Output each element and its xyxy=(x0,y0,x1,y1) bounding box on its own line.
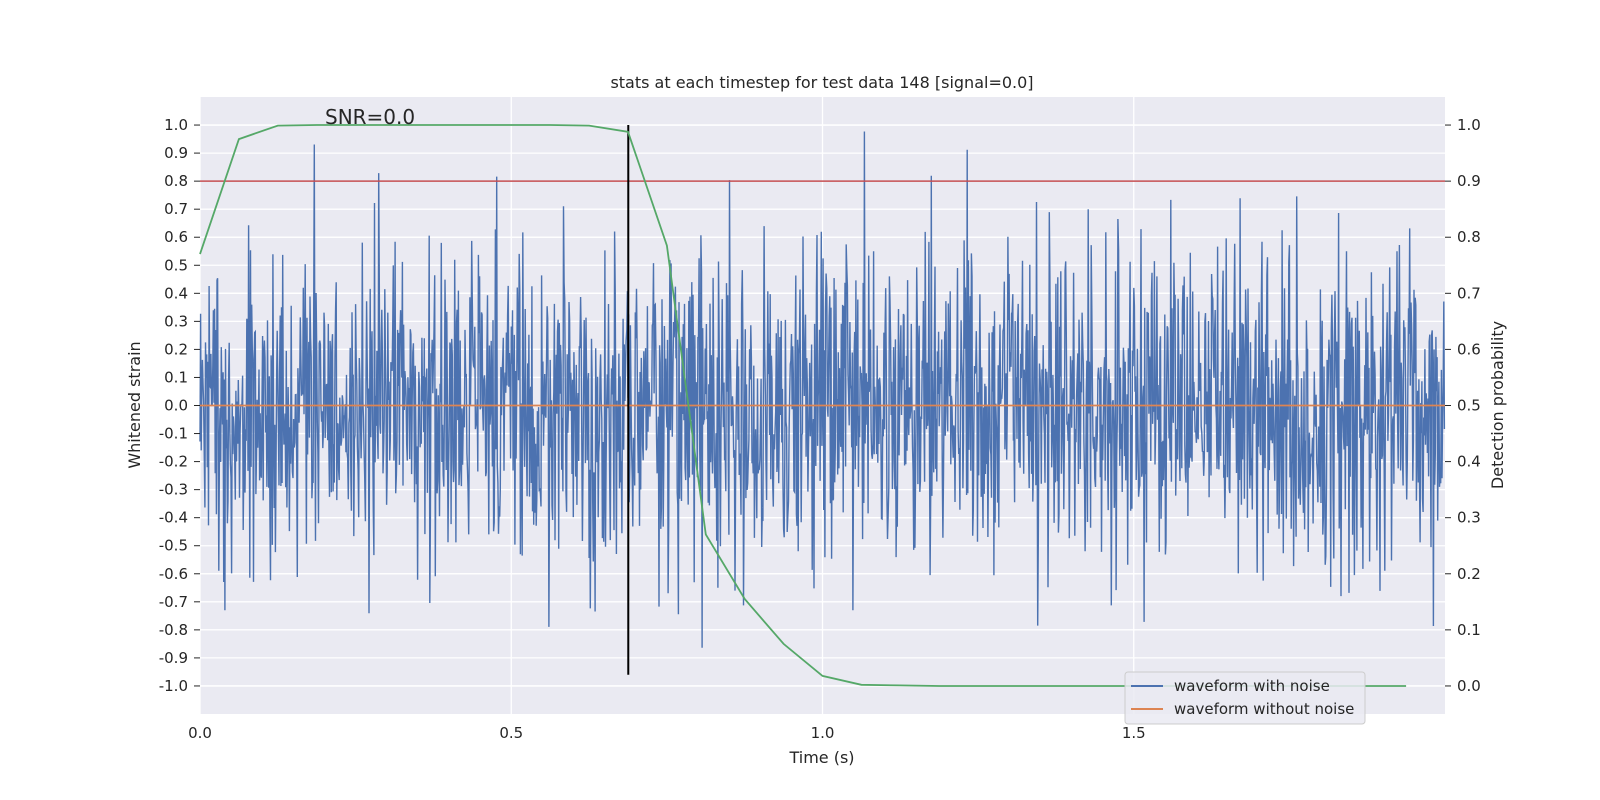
legend: waveform with noise waveform without noi… xyxy=(1124,671,1366,725)
y-tick-label: 0.7 xyxy=(164,200,188,218)
legend-box xyxy=(1124,671,1366,725)
y2-tick-label: 0.7 xyxy=(1457,284,1481,302)
y-axis-label: Whitened strain xyxy=(125,341,144,468)
series-waveform-with-noise xyxy=(199,131,1446,648)
y-tick-label: -0.9 xyxy=(159,649,188,667)
y2-tick-label: 0.0 xyxy=(1457,677,1481,695)
chart-title: stats at each timestep for test data 148… xyxy=(610,73,1033,92)
y-tick-label: 0.4 xyxy=(164,284,188,302)
y-tick-label: -0.2 xyxy=(159,453,188,471)
y-tick-label: -1.0 xyxy=(159,677,188,695)
snr-annotation: SNR=0.0 xyxy=(325,105,415,129)
y-tick-label: 0.2 xyxy=(164,340,188,358)
y-tick-label: -0.7 xyxy=(159,593,188,611)
y-tick-label: -0.3 xyxy=(159,481,188,499)
y2-tick-label: 0.3 xyxy=(1457,509,1481,527)
y2-tick-label: 1.0 xyxy=(1457,116,1481,134)
y-tick-label: 0.9 xyxy=(164,144,188,162)
x-tick-label: 1.0 xyxy=(811,724,835,742)
y2-tick-label: 0.4 xyxy=(1457,453,1481,471)
ticks: 0.0 0.5 1.0 1.5 1.0 0.9 0.8 0.7 0.6 0.5 0.4 0.3 0.2 0… xyxy=(159,116,1481,742)
y-tick-label: -0.1 xyxy=(159,425,188,443)
x-axis-label: Time (s) xyxy=(788,748,854,767)
x-tick-label: 0.5 xyxy=(499,724,523,742)
y2-tick-label: 0.8 xyxy=(1457,228,1481,246)
x-tick-label: 1.5 xyxy=(1122,724,1146,742)
y-tick-label: 0.0 xyxy=(164,397,188,415)
y-tick-label: -0.5 xyxy=(159,537,188,555)
y-tick-label: 0.5 xyxy=(164,256,188,274)
y2-tick-label: 0.2 xyxy=(1457,565,1481,583)
y-tick-label: -0.6 xyxy=(159,565,188,583)
legend-label-clean: waveform without noise xyxy=(1174,700,1354,718)
y2-tick-label: 0.9 xyxy=(1457,172,1481,190)
y-tick-label: 1.0 xyxy=(164,116,188,134)
y2-tick-label: 0.5 xyxy=(1457,397,1481,415)
y2-tick-label: 0.6 xyxy=(1457,340,1481,358)
y-tick-label: -0.4 xyxy=(159,509,188,527)
y2-axis-label: Detection probability xyxy=(1488,321,1507,489)
x-tick-label: 0.0 xyxy=(188,724,212,742)
legend-label-noise: waveform with noise xyxy=(1174,677,1330,695)
y-tick-label: 0.3 xyxy=(164,312,188,330)
y2-tick-label: 0.1 xyxy=(1457,621,1481,639)
y-tick-label: 0.8 xyxy=(164,172,188,190)
y-tick-label: 0.6 xyxy=(164,228,188,246)
y-tick-label: -0.8 xyxy=(159,621,188,639)
y-tick-label: 0.1 xyxy=(164,368,188,386)
